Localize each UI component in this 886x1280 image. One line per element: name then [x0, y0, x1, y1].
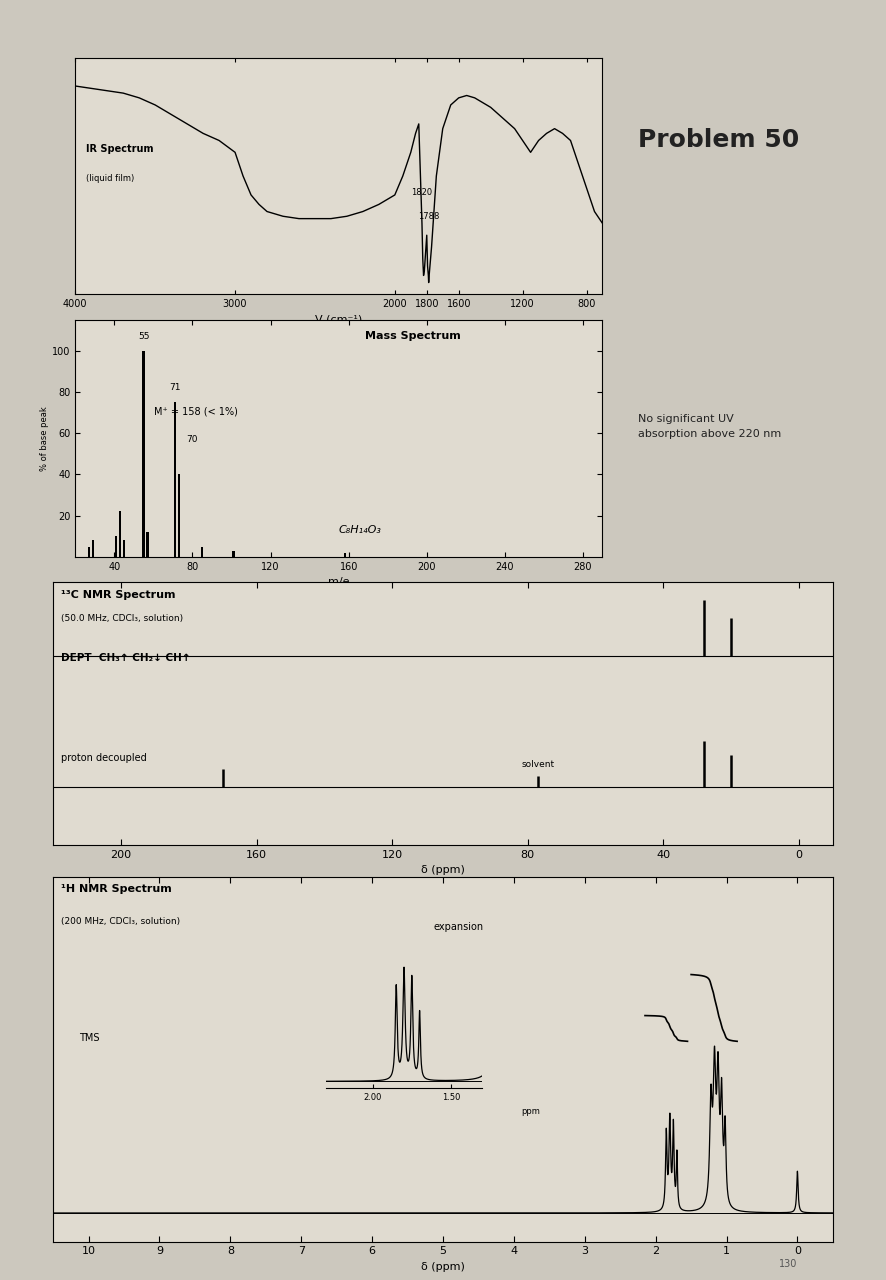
Bar: [177, 475, 180, 557]
Text: IR Spectrum: IR Spectrum: [86, 145, 153, 155]
Text: proton decoupled: proton decoupled: [61, 753, 147, 763]
Text: DEPT  CH₃↑ CH₂↓ CH↑: DEPT CH₃↑ CH₂↓ CH↑: [61, 653, 190, 663]
Text: Problem 50: Problem 50: [638, 128, 799, 152]
Text: ¹³C NMR Spectrum: ¹³C NMR Spectrum: [61, 590, 175, 600]
Bar: [201, 547, 204, 557]
Text: TMS: TMS: [80, 1033, 100, 1043]
Bar: [232, 550, 235, 557]
Text: (200 MHz, CDCl₃, solution): (200 MHz, CDCl₃, solution): [61, 916, 180, 925]
Bar: [344, 553, 346, 557]
Bar: [146, 532, 149, 557]
Y-axis label: % of base peak: % of base peak: [40, 406, 50, 471]
Text: Mass Spectrum: Mass Spectrum: [365, 332, 461, 340]
Text: solvent: solvent: [521, 760, 555, 769]
Bar: [92, 540, 94, 557]
Text: C₈H₁₄O₃: C₈H₁₄O₃: [338, 525, 382, 535]
Text: 1820: 1820: [411, 188, 432, 197]
X-axis label: δ (ppm): δ (ppm): [421, 865, 465, 876]
Bar: [143, 351, 144, 557]
Bar: [88, 547, 90, 557]
Bar: [115, 536, 118, 557]
Text: No significant UV
absorption above 220 nm: No significant UV absorption above 220 n…: [638, 415, 781, 439]
X-axis label: m/e: m/e: [328, 577, 350, 588]
Text: (liquid film): (liquid film): [86, 174, 134, 183]
Text: 130: 130: [779, 1260, 797, 1270]
Text: 70: 70: [187, 434, 198, 444]
Text: ppm: ppm: [521, 1107, 540, 1116]
Bar: [174, 402, 176, 557]
Bar: [119, 512, 121, 557]
X-axis label: δ (ppm): δ (ppm): [421, 1262, 465, 1272]
Text: ¹H NMR Spectrum: ¹H NMR Spectrum: [61, 884, 172, 895]
Text: 71: 71: [169, 383, 181, 392]
Text: expansion: expansion: [433, 922, 484, 932]
Text: 55: 55: [138, 332, 150, 340]
X-axis label: V (cm⁻¹): V (cm⁻¹): [315, 315, 362, 325]
Text: M⁺ = 158 (< 1%): M⁺ = 158 (< 1%): [154, 407, 238, 417]
Text: (50.0 MHz, CDCl₃, solution): (50.0 MHz, CDCl₃, solution): [61, 614, 183, 623]
Text: 1788: 1788: [418, 211, 439, 220]
Bar: [123, 540, 125, 557]
